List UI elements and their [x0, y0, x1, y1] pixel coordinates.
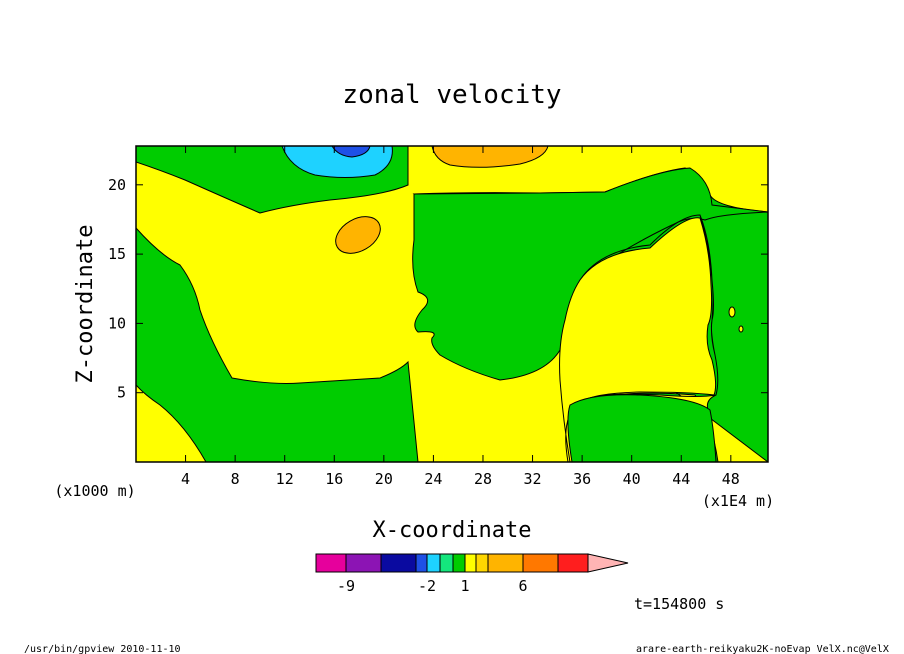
x-unit-left: (x1000 m) — [54, 482, 135, 500]
x-tick-label: 40 — [623, 470, 641, 488]
x-tick-label: 20 — [375, 470, 393, 488]
colorbar-cell — [522, 553, 559, 573]
small-island-2 — [738, 325, 744, 333]
y-axis-label: Z-coordinate — [73, 225, 98, 384]
right-inner-positive-region — [559, 217, 717, 462]
chart-title: zonal velocity — [342, 80, 561, 110]
colorbar-labels: -9 -2 1 6 — [337, 577, 528, 595]
blue-region-top — [331, 146, 371, 158]
cyan-region-top — [281, 146, 393, 178]
x-tick-label: 16 — [325, 470, 343, 488]
x-unit-right: (x1E4 m) — [702, 492, 774, 510]
y-tick-label: 15 — [108, 245, 126, 263]
colorbar-cell — [557, 553, 589, 573]
plot-frame — [135, 145, 769, 463]
x-tick-label: 8 — [231, 470, 240, 488]
contour-field — [136, 146, 768, 462]
file-label: arare-earth-reikyaku2K-noEvap_VelX.nc@Ve… — [636, 644, 889, 654]
x-tick-label: 4 — [181, 470, 190, 488]
y-tick-label: 10 — [108, 314, 126, 332]
colorbar-cell — [415, 553, 428, 573]
colorbar-cell — [452, 553, 466, 573]
left-negative-region — [136, 227, 419, 462]
x-tick-label: 12 — [276, 470, 294, 488]
x-tick-label: 24 — [424, 470, 442, 488]
x-tick-label: 48 — [722, 470, 740, 488]
colorbar-cell — [426, 553, 441, 573]
y-tick-label: 5 — [117, 384, 126, 402]
x-tick-label: 44 — [672, 470, 690, 488]
colorbar-label: -9 — [337, 577, 355, 595]
colorbar-cell — [439, 553, 454, 573]
colorbar-cell — [315, 553, 347, 573]
colorbar-cell — [464, 553, 477, 573]
colorbar-cell — [380, 553, 417, 573]
colorbar-label: -2 — [418, 577, 436, 595]
colorbar-cell — [475, 553, 489, 573]
x-axis-ticks: 4 8 12 16 20 24 28 32 36 40 44 48 — [181, 146, 740, 488]
colorbar-label: 6 — [518, 577, 527, 595]
colorbar-label: 1 — [460, 577, 469, 595]
colorbar-cell — [487, 553, 524, 573]
small-island-1 — [728, 306, 736, 318]
colorbar — [315, 553, 629, 573]
x-tick-label: 28 — [474, 470, 492, 488]
orange-blob-mid — [335, 216, 381, 254]
colorbar-arrow — [587, 553, 629, 573]
x-tick-label: 32 — [524, 470, 542, 488]
program-label: /usr/bin/gpview 2010-11-10 — [24, 644, 181, 654]
time-label: t=154800 s — [634, 595, 724, 613]
colorbar-cell — [345, 553, 382, 573]
y-axis-ticks: 5 10 15 20 — [108, 176, 768, 402]
orange-blob-top — [431, 146, 549, 168]
y-tick-label: 20 — [108, 176, 126, 194]
bottom-right-negative-region — [567, 394, 717, 462]
x-tick-label: 36 — [573, 470, 591, 488]
x-axis-label: X-coordinate — [373, 518, 532, 543]
